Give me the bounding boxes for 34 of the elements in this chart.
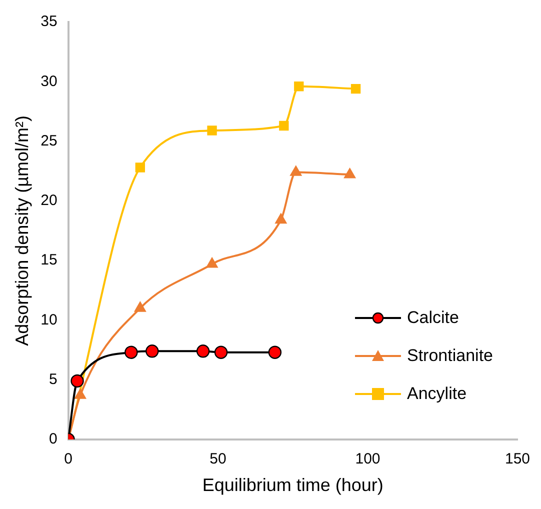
x-tick-label: 150 <box>504 450 530 468</box>
point <box>124 346 138 359</box>
point <box>290 166 302 176</box>
y-tick-label: 15 <box>40 252 58 269</box>
x-tick-label: 50 <box>210 450 226 468</box>
point <box>206 257 218 268</box>
y-tick-label: 5 <box>48 370 58 388</box>
point <box>74 388 86 399</box>
x-tick-label: 100 <box>355 450 380 468</box>
point <box>279 120 289 131</box>
y-axis-title: Adsorption density (µmol/m²) <box>12 115 32 346</box>
point <box>135 162 145 172</box>
point <box>134 302 146 312</box>
legend-label: Calcite <box>407 308 459 328</box>
point <box>350 84 361 94</box>
y-tick-label: 0 <box>48 430 58 448</box>
point <box>344 168 356 178</box>
y-tick-label: 30 <box>40 72 58 90</box>
point <box>196 344 210 358</box>
y-tick-label: 35 <box>40 13 58 30</box>
y-tick-label: 20 <box>40 192 58 210</box>
x-tick-label: 0 <box>64 450 72 468</box>
legend-label: Strontianite <box>407 346 493 366</box>
point <box>294 82 304 92</box>
point <box>207 126 217 136</box>
point <box>146 344 159 358</box>
legend-label: Ancylite <box>407 384 467 404</box>
point <box>70 374 84 388</box>
point <box>268 346 282 359</box>
point <box>275 213 287 224</box>
y-tick-label: 25 <box>40 132 58 150</box>
x-axis-title: Equilibrium time (hour) <box>202 475 384 496</box>
y-tick-label: 10 <box>40 311 58 328</box>
point <box>214 346 228 359</box>
